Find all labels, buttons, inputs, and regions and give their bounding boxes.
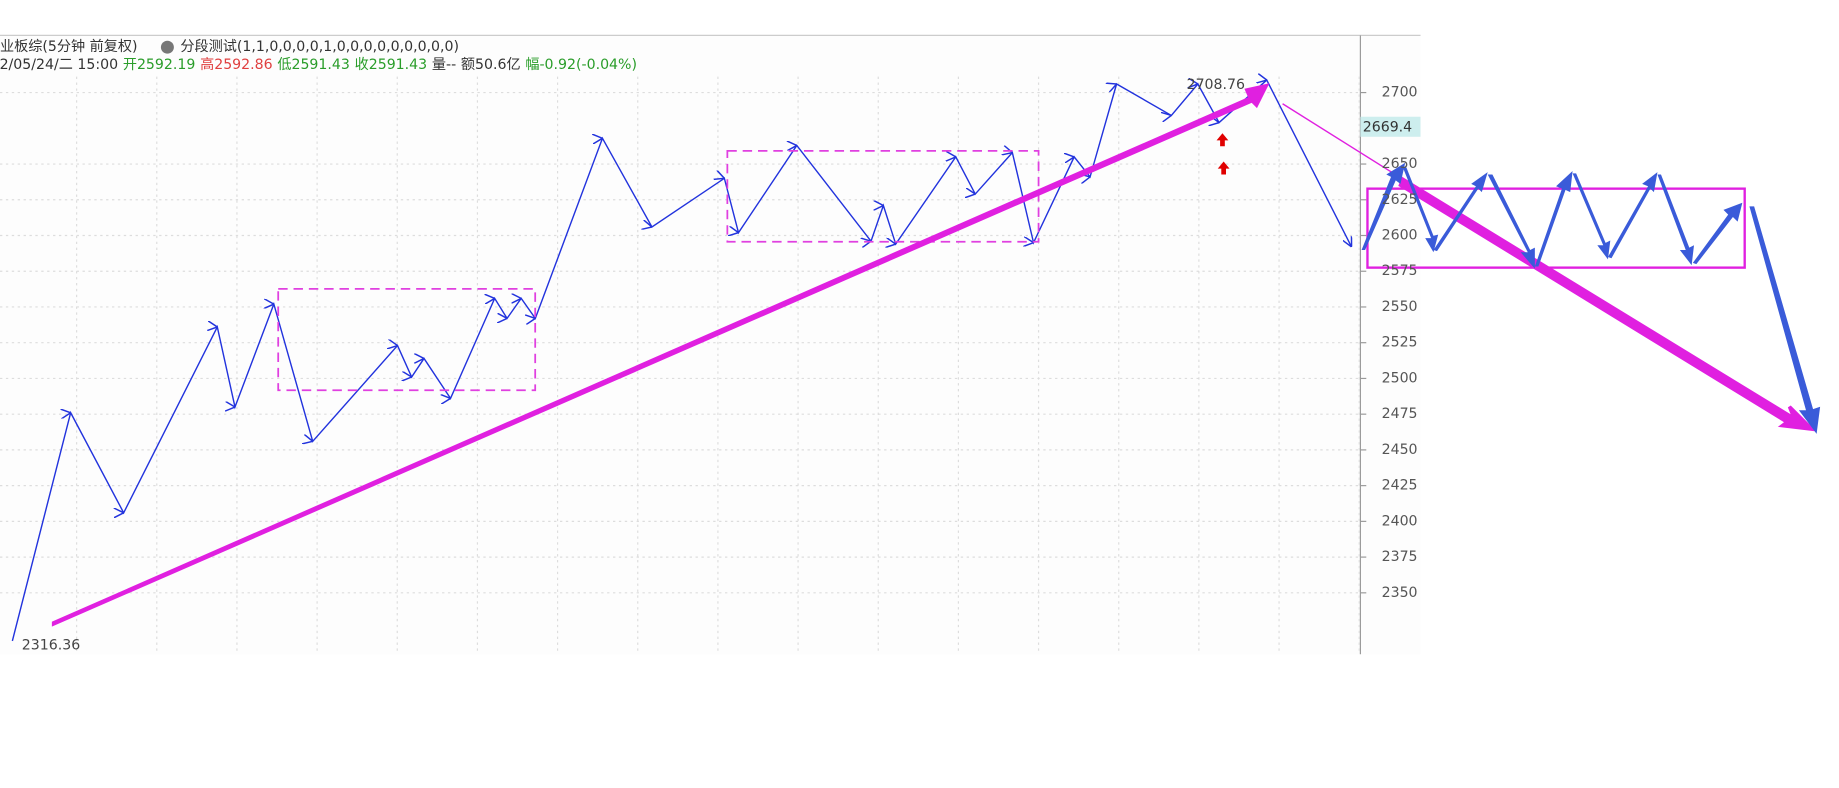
- y-tick-label: 2650: [1382, 156, 1418, 172]
- info-item: 收2591.43: [355, 57, 428, 73]
- info-item: 开2592.19: [123, 57, 196, 73]
- y-tick-label: 2425: [1382, 478, 1418, 494]
- forecast-box: [1366, 187, 1746, 269]
- y-tick-label: 2475: [1382, 406, 1418, 422]
- current-price: 2669.4: [1363, 119, 1412, 135]
- y-tick-label: 2700: [1382, 85, 1418, 101]
- y-tick-label: 2550: [1382, 299, 1418, 315]
- y-tick-label: 2500: [1382, 370, 1418, 386]
- y-tick-label: 2625: [1382, 192, 1418, 208]
- zigzag-line: [11, 80, 1351, 642]
- info-item: 幅-0.92(-0.04%): [525, 57, 637, 73]
- indicator-label: 分段测试(1,1,0,0,0,0,1,0,0,0,0,0,0,0,0,0): [180, 39, 459, 55]
- y-tick-label: 2350: [1382, 585, 1418, 601]
- y-tick-label: 2400: [1382, 513, 1418, 529]
- range-boxes: [277, 150, 1040, 392]
- y-tick-label: 2450: [1382, 442, 1418, 458]
- y-tick-label: 2525: [1382, 335, 1418, 351]
- y-tick-label: 2575: [1382, 263, 1418, 279]
- high-label: 2708.76: [1187, 77, 1245, 93]
- y-tick-label: 2375: [1382, 549, 1418, 565]
- plot-background: [0, 35, 1421, 655]
- info-item: 12/05/24/二 15:00: [0, 57, 118, 73]
- info-item: 量--: [432, 57, 456, 73]
- y-tick-label: 2600: [1382, 228, 1418, 244]
- trend-line: [1282, 103, 1404, 180]
- info-item: 额50.6亿: [461, 57, 521, 73]
- info-item: 高2592.86: [200, 56, 273, 73]
- price-box: [1360, 116, 1421, 137]
- signal-arrows: [1216, 133, 1230, 175]
- chart-title: 创业板综(5分钟 前复权): [0, 38, 137, 55]
- forecast-arrow: [1398, 176, 1817, 432]
- low-label: 2316.36: [22, 638, 80, 654]
- forecast-zigzag: [1361, 162, 1821, 434]
- indicator-icon: [160, 40, 174, 54]
- info-item: 低2591.43: [277, 57, 350, 73]
- trend-arrow: [51, 83, 1270, 627]
